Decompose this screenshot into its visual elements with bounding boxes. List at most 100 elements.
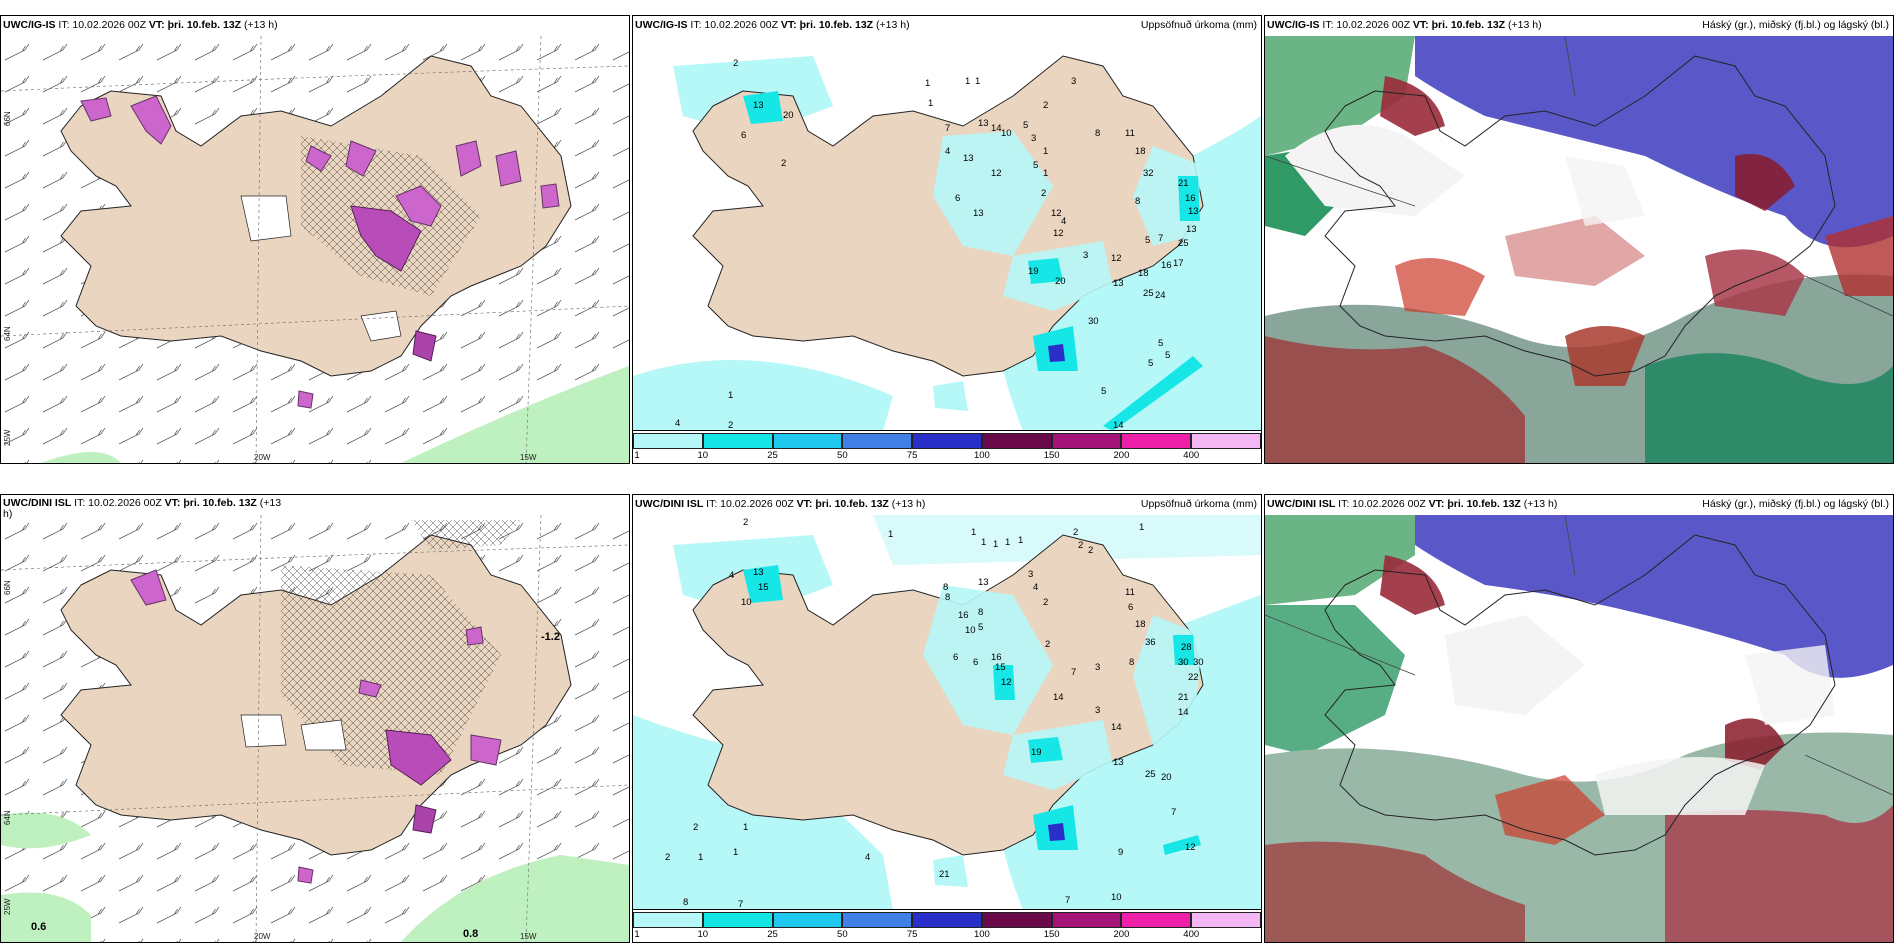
colorbar-swatch xyxy=(633,433,703,449)
precip-value: 25 xyxy=(1145,769,1156,780)
colorbar-swatch xyxy=(1191,433,1261,449)
cloud-cover-map xyxy=(1265,36,1893,463)
precip-value: 5 xyxy=(1148,358,1153,369)
precip-value: 8 xyxy=(1095,128,1100,139)
wind-temperature-map xyxy=(1,36,629,463)
temperature-value: 0.6 xyxy=(31,921,46,933)
precip-value: 12 xyxy=(1185,842,1196,853)
precip-value: 3 xyxy=(1028,569,1033,580)
panel-title: UWC/DINI ISL IT: 10.02.2026 00Z VT: þri.… xyxy=(3,497,282,520)
colorbar-swatch xyxy=(1191,912,1261,928)
colorbar-label: 100 xyxy=(973,450,990,461)
colorbar-label: 1 xyxy=(634,450,640,461)
precip-value: 16 xyxy=(1185,193,1196,204)
precip-value: 1 xyxy=(975,76,980,87)
precip-value: 16 xyxy=(991,652,1002,663)
precip-value: 18 xyxy=(1135,146,1146,157)
precip-value: 16 xyxy=(1161,260,1172,271)
panel-title: UWC/DINI ISL IT: 10.02.2026 00Z VT: þri.… xyxy=(1267,498,1558,510)
precip-value: 2 xyxy=(1043,597,1048,608)
colorbar-label: 200 xyxy=(1113,929,1130,940)
precip-value: 3 xyxy=(1083,250,1088,261)
precip-value: 2 xyxy=(728,420,733,431)
precip-value: 14 xyxy=(1111,722,1122,733)
precip-value: 7 xyxy=(1171,807,1176,818)
colorbar-swatch xyxy=(842,433,913,449)
colorbar-label: 10 xyxy=(697,929,709,940)
precip-value: 8 xyxy=(683,897,688,908)
colorbar-label: 100 xyxy=(973,929,990,940)
precip-value: 1 xyxy=(1139,522,1144,533)
colorbar-label: 50 xyxy=(837,450,848,461)
precip-value: 14 xyxy=(1053,692,1064,703)
precip-value: 5 xyxy=(1145,235,1150,246)
precip-value: 16 xyxy=(958,610,969,621)
colorbar-swatch xyxy=(772,912,843,928)
precip-value: 4 xyxy=(675,418,680,429)
precip-value: 2 xyxy=(1078,540,1083,551)
precip-value: 9 xyxy=(1118,847,1123,858)
precip-value: 13 xyxy=(753,567,764,578)
precip-value: 2 xyxy=(1041,188,1046,199)
colorbar-swatch xyxy=(981,912,1052,928)
colorbar-swatch xyxy=(1051,912,1122,928)
precip-value: 13 xyxy=(963,153,974,164)
temperature-value: -1.2 xyxy=(541,631,560,643)
latitude-label: 25W xyxy=(3,898,12,915)
precip-value: 4 xyxy=(1033,582,1038,593)
precip-value: 5 xyxy=(1023,120,1028,131)
precip-value: 12 xyxy=(991,168,1002,179)
precip-value: 3 xyxy=(1031,133,1036,144)
precipitation-map: 2 1 1 1 1 1 1 2 2 1 2 4 13 15 10 8 13 3 … xyxy=(633,515,1261,910)
precip-value: 1 xyxy=(1043,168,1048,179)
precipitation-colorbar: 1 10 25 50 75 100 150 200 400 xyxy=(633,430,1261,463)
colorbar-swatch xyxy=(981,433,1052,449)
precip-value: 1 xyxy=(733,847,738,858)
precip-value: 24 xyxy=(1155,290,1166,301)
precip-value: 15 xyxy=(995,662,1006,673)
precip-value: 30 xyxy=(1178,657,1189,668)
colorbar-swatch xyxy=(1121,433,1192,449)
precip-value: 32 xyxy=(1143,168,1154,179)
precip-value: 13 xyxy=(1188,206,1199,217)
longitude-label: 20W xyxy=(254,453,271,462)
precip-value: 14 xyxy=(991,123,1002,134)
panel-bottom-left-map: UWC/DINI ISL IT: 10.02.2026 00Z VT: þri.… xyxy=(0,494,630,943)
precip-value: 11 xyxy=(1125,587,1135,598)
panel-title: UWC/IG-IS IT: 10.02.2026 00Z VT: þri. 10… xyxy=(3,19,278,31)
precip-value: 7 xyxy=(1065,895,1070,906)
precip-value: 1 xyxy=(981,537,986,548)
precip-value: 12 xyxy=(1051,208,1062,219)
colorbar-label: 400 xyxy=(1183,450,1200,461)
panel-variable-title: Uppsöfnuð úrkoma (mm) xyxy=(1140,498,1257,510)
precip-value: 6 xyxy=(1128,602,1133,613)
precip-value: 10 xyxy=(741,597,752,608)
precip-value: 1 xyxy=(928,98,933,109)
temperature-value: 0.8 xyxy=(463,928,478,940)
colorbar-label: 25 xyxy=(767,450,778,461)
colorbar-label: 400 xyxy=(1183,929,1200,940)
precip-value: 15 xyxy=(758,582,769,593)
precip-value: 1 xyxy=(971,527,976,538)
precip-value: 6 xyxy=(973,657,978,668)
precip-value: 1 xyxy=(965,76,970,87)
precip-value: 1 xyxy=(1043,146,1048,157)
colorbar-swatch xyxy=(1121,912,1192,928)
precip-value: 25 xyxy=(1143,288,1154,299)
panel-top-middle-map: UWC/IG-IS IT: 10.02.2026 00Z VT: þri. 10… xyxy=(632,15,1262,464)
precip-value: 6 xyxy=(741,130,746,141)
precip-value: 12 xyxy=(1053,228,1064,239)
precip-value: 21 xyxy=(1178,178,1189,189)
precip-value: 21 xyxy=(1178,692,1189,703)
precip-value: 13 xyxy=(1113,757,1124,768)
precip-value: 1 xyxy=(728,390,733,401)
colorbar-label: 75 xyxy=(906,929,918,940)
panel-title: UWC/DINI ISL IT: 10.02.2026 00Z VT: þri.… xyxy=(635,498,926,510)
colorbar-swatch xyxy=(912,433,982,449)
precip-value: 5 xyxy=(1101,386,1106,397)
colorbar-label: 10 xyxy=(697,450,709,461)
precip-value: 2 xyxy=(1043,100,1048,111)
precip-value: 6 xyxy=(953,652,958,663)
precip-value: 2 xyxy=(781,158,786,169)
precip-value: 2 xyxy=(733,58,738,69)
